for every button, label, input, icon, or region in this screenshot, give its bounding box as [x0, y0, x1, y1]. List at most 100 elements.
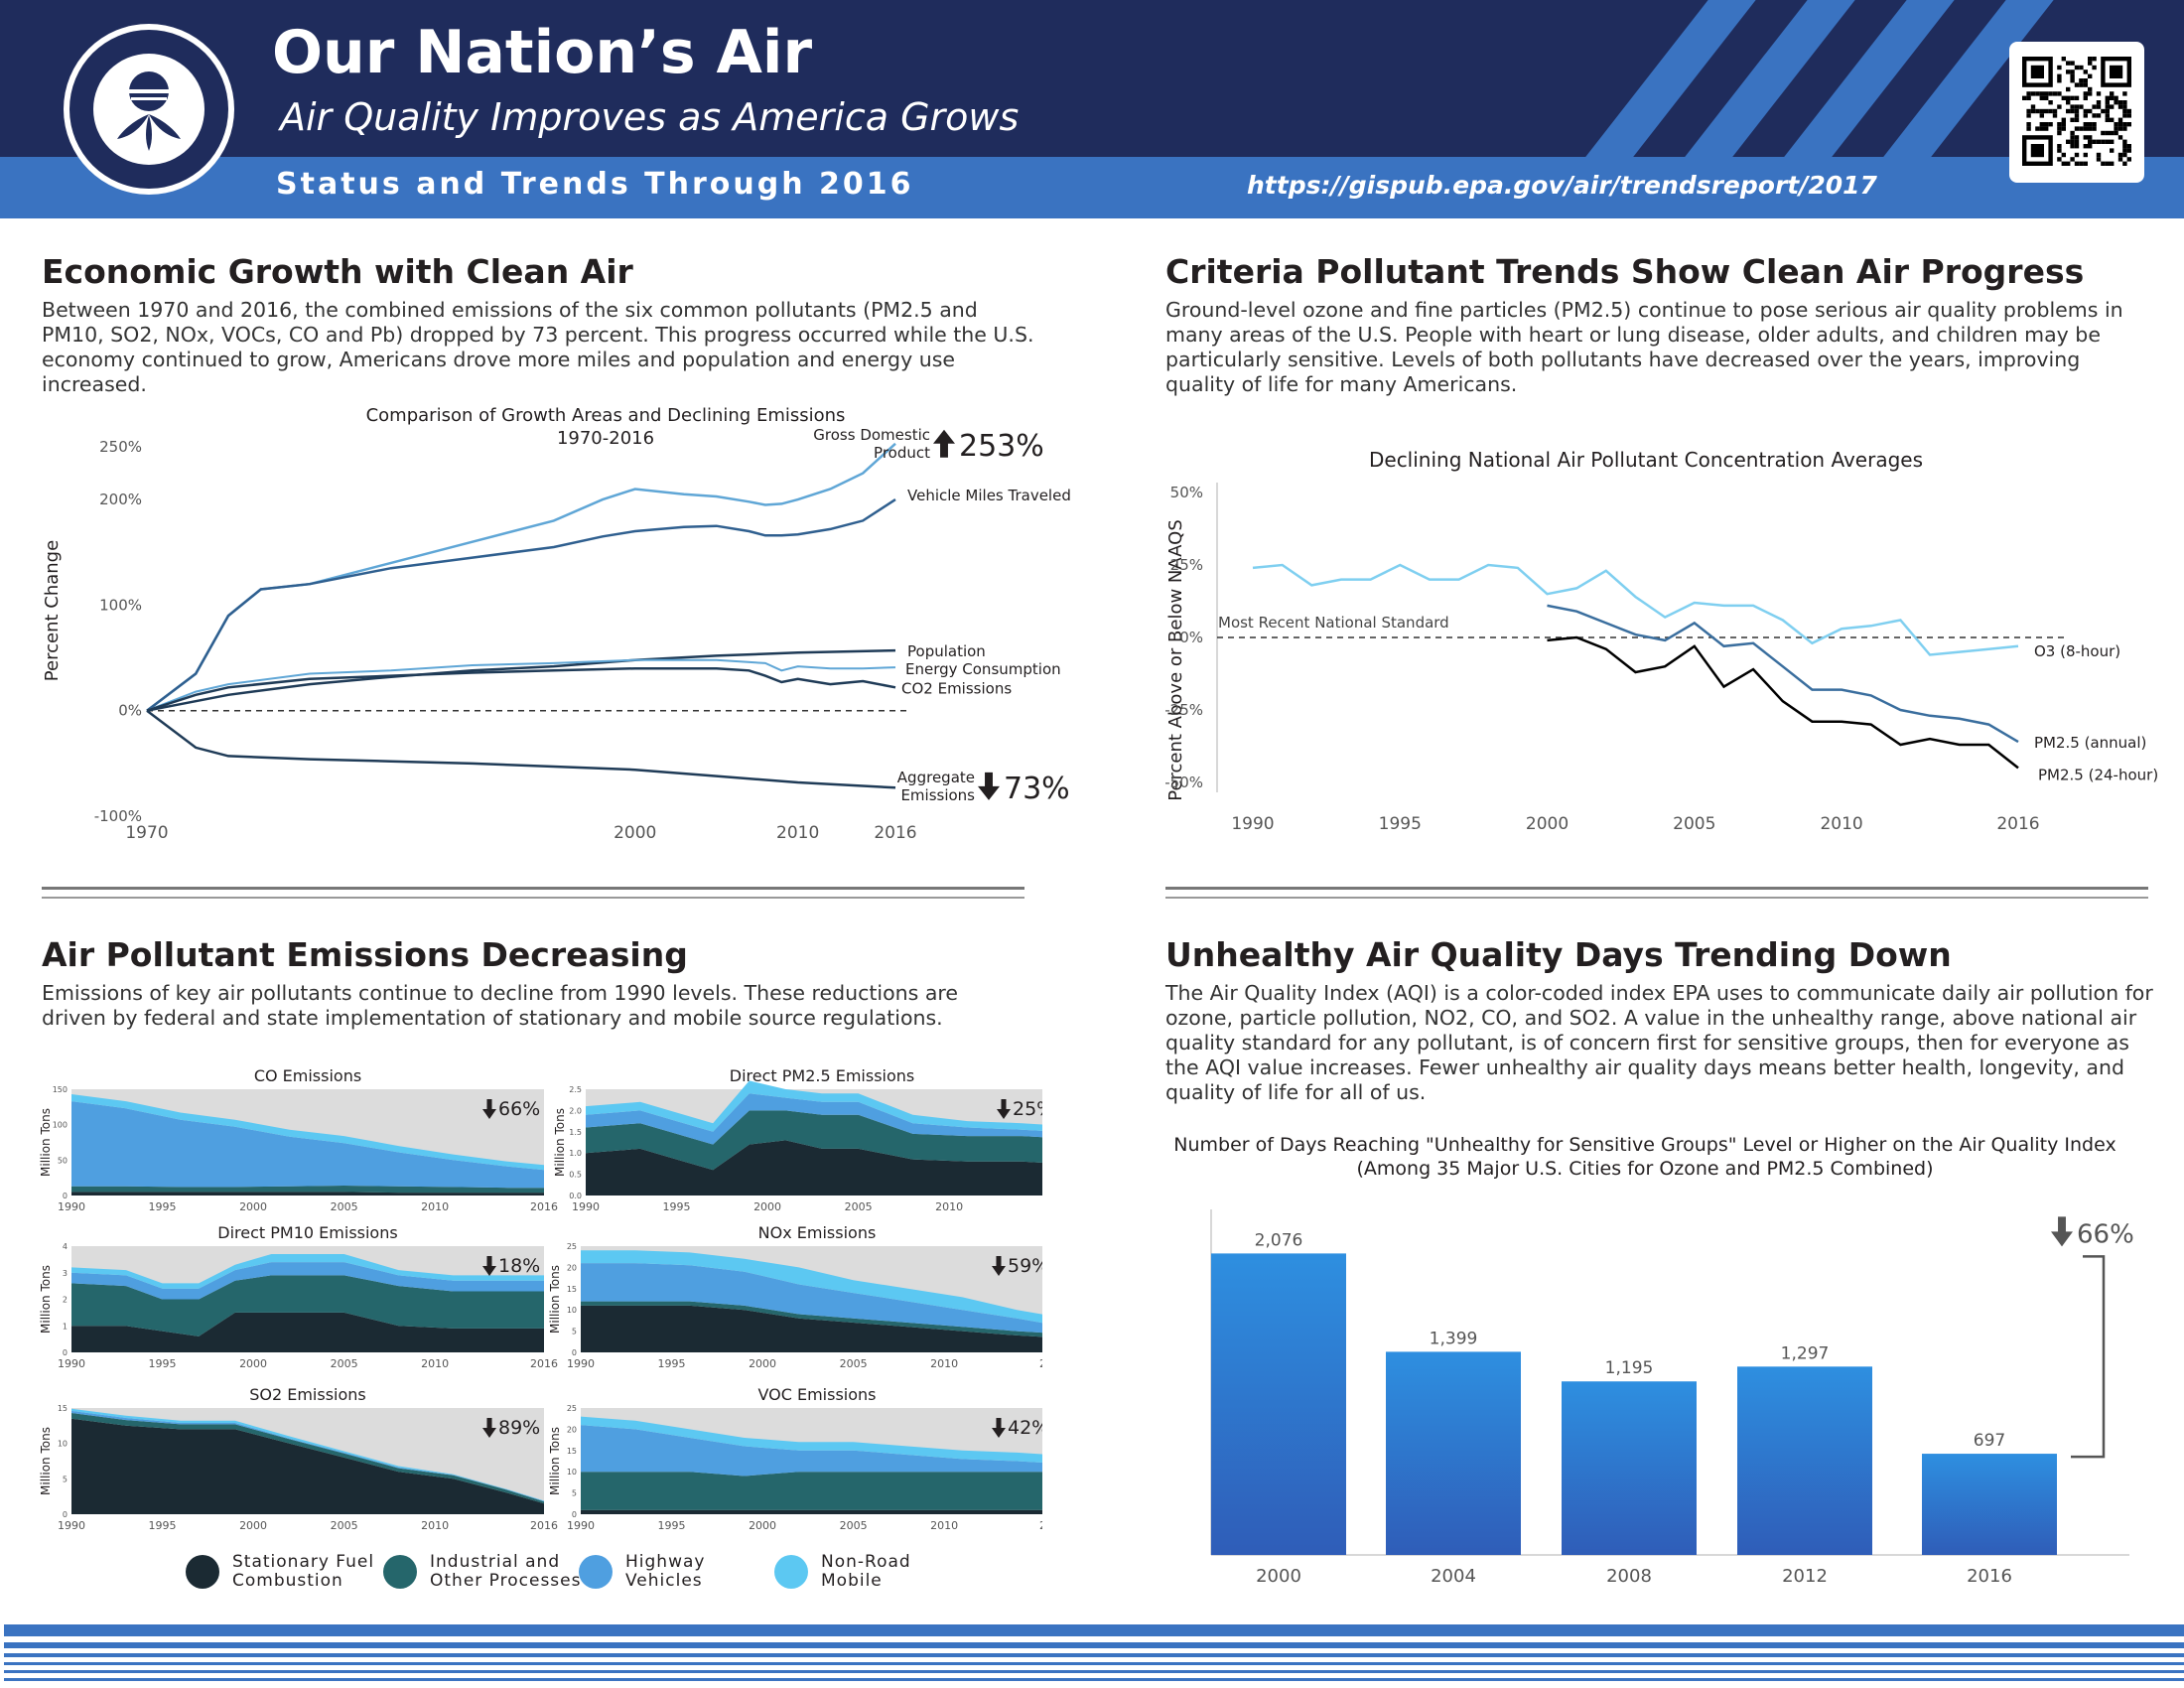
qr-module [2117, 100, 2123, 105]
qr-module [2074, 95, 2080, 100]
qr-module [2070, 95, 2075, 100]
series-label: PM2.5 (annual) [2034, 734, 2146, 752]
qr-module [2061, 95, 2066, 100]
x-tick-label: 2005 [1673, 814, 1715, 834]
y-tick-label: 5 [572, 1489, 577, 1498]
qr-module [2096, 157, 2102, 162]
qr-module [2117, 126, 2123, 131]
y-tick-label: 0 [572, 1510, 577, 1519]
legend-label: Mobile [821, 1571, 883, 1591]
y-tick-label: 1.0 [569, 1149, 582, 1158]
y-tick-label: 15 [567, 1285, 577, 1294]
divider [1165, 897, 2148, 899]
qr-module [2114, 130, 2118, 136]
down-arrow-icon [992, 1256, 1006, 1276]
qr-module [2066, 100, 2071, 105]
area-series [581, 1416, 1042, 1463]
series-label: O3 (8-hour) [2034, 642, 2120, 660]
x-tick-label: 2010 [930, 1519, 958, 1532]
bar [1922, 1454, 2057, 1555]
qr-code-icon[interactable] [2009, 42, 2144, 183]
area-chart-panel: SO2 Emissions 15 10 5 0 Million Tons 1990 1995 2… [39, 1385, 558, 1532]
x-tick-label: 1995 [1379, 814, 1422, 834]
legend-label: Other Processes [430, 1571, 581, 1591]
footer-stripe [4, 1678, 2184, 1681]
qr-module [2117, 157, 2123, 162]
qr-module [2066, 86, 2071, 92]
x-tick-label: 2016 [1039, 1357, 1042, 1370]
chart-title: Number of Days Reaching "Unhealthy for S… [1173, 1134, 2116, 1156]
qr-module [2126, 157, 2131, 162]
series-label: Gross Domestic [813, 426, 930, 444]
header-status-band [0, 157, 2184, 218]
panel-title: VOC Emissions [757, 1385, 876, 1404]
area-series [586, 1110, 1042, 1171]
qr-module [2044, 122, 2049, 127]
qr-module [2066, 139, 2071, 144]
reference-label: Most Recent National Standard [1218, 614, 1449, 632]
qr-module [2101, 139, 2106, 144]
report-link[interactable]: https://gispub.epa.gov/air/trendsreport/… [1247, 171, 1877, 200]
x-tick-label: 2000 [1526, 814, 1569, 834]
qr-module [2083, 113, 2088, 118]
qr-module [2026, 122, 2031, 127]
series-line [146, 658, 896, 712]
qr-module [2066, 161, 2071, 166]
area-series [71, 1413, 544, 1504]
qr-module [2122, 161, 2127, 166]
qr-module [2083, 108, 2088, 114]
qr-module [2070, 104, 2075, 109]
qr-module [2074, 65, 2080, 70]
qr-module [2070, 108, 2075, 114]
area-series [581, 1472, 1042, 1510]
y-tick-label: 5 [572, 1328, 577, 1336]
x-tick-label: 1995 [149, 1519, 177, 1532]
qr-module [2117, 135, 2123, 140]
down-arrow-icon [2051, 1216, 2073, 1247]
series-line [146, 648, 896, 712]
series-line [146, 666, 896, 712]
qr-module [2088, 144, 2093, 149]
qr-module [2022, 95, 2027, 100]
footer-stripe [4, 1653, 2184, 1657]
qr-module [2066, 95, 2071, 100]
series-label: CO2 Emissions [901, 679, 1012, 697]
x-tick-label: 2016 [530, 1357, 558, 1370]
series-label: PM2.5 (24-hour) [2038, 766, 2158, 783]
bar [1211, 1253, 1346, 1555]
legend-swatch [186, 1555, 219, 1589]
qr-module [2074, 144, 2080, 149]
x-tick-label: 1995 [149, 1200, 177, 1213]
qr-module [2079, 82, 2084, 87]
change-callout: 25% [1013, 1098, 1042, 1120]
qr-module [2122, 104, 2127, 109]
area-chart-panel: VOC Emissions 25 20 15 10 5 0 Million Tons 1990 1… [548, 1385, 1042, 1532]
qr-module [2110, 148, 2115, 153]
qr-module [2105, 108, 2110, 114]
qr-module [2088, 139, 2093, 144]
qr-module [2070, 73, 2075, 78]
y-tick-label: 150 [53, 1085, 68, 1094]
qr-module [2117, 117, 2123, 122]
area-series [581, 1263, 1042, 1334]
qr-module [2039, 113, 2044, 118]
qr-module [2061, 152, 2066, 158]
area-series [71, 1186, 544, 1194]
y-axis-label: Million Tons [39, 1427, 53, 1495]
qr-module [2026, 91, 2031, 96]
section-title-emissions: Air Pollutant Emissions Decreasing [42, 935, 688, 974]
divider [1165, 887, 2148, 890]
change-callout: 253% [959, 429, 1044, 464]
qr-module [2114, 95, 2118, 100]
qr-module [2026, 95, 2031, 100]
qr-module [2026, 126, 2031, 131]
x-tick-label: 2000 [239, 1357, 267, 1370]
y-axis-label: Percent Change [42, 540, 63, 681]
section-text-criteria: Ground-level ozone and fine particles (P… [1165, 298, 2123, 396]
area-chart-panel: Direct PM2.5 Emissions 2.5 2.0 1.5 1.0 0.5 0.0… [553, 1066, 1042, 1213]
qr-module [2070, 135, 2075, 140]
qr-module [2105, 139, 2110, 144]
qr-module [2079, 104, 2084, 109]
y-tick-label: -25% [1164, 701, 1203, 719]
